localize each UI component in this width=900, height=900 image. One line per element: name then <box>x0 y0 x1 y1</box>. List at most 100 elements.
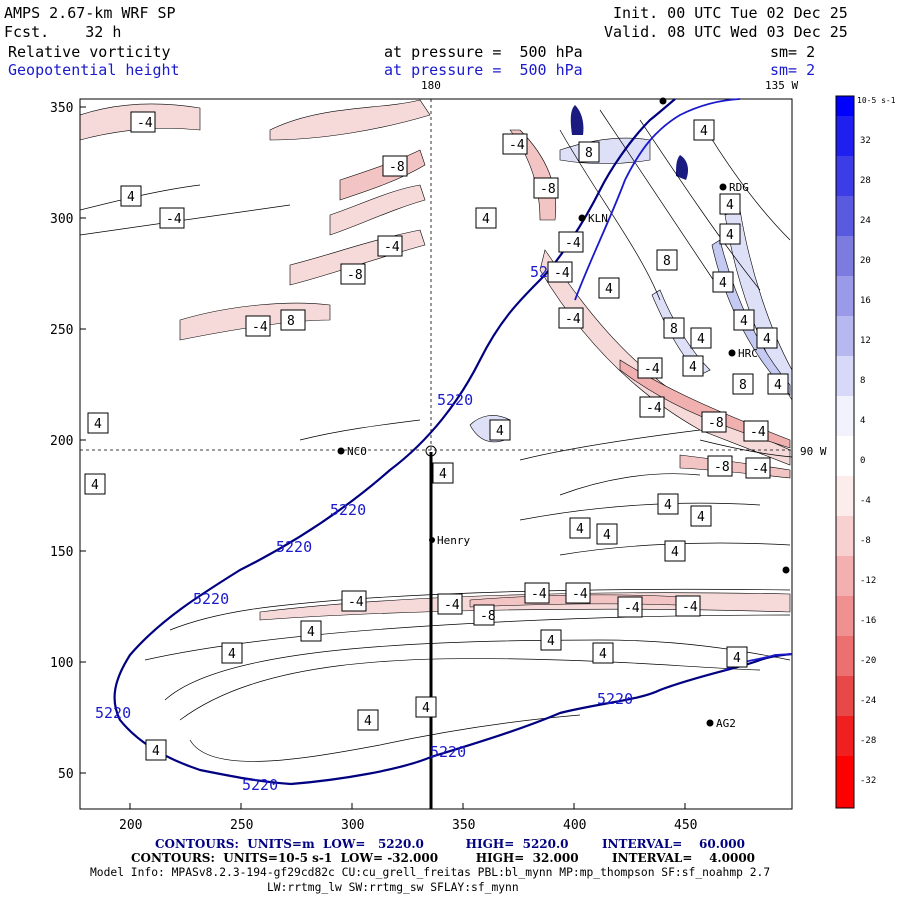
vorticity-labels: -4 4 -4 4 -8 -4 -8 4 -4 8 -4 -8 4 -4 4 4… <box>84 111 789 761</box>
svg-text:-4: -4 <box>509 138 525 153</box>
x-tick-label: 350 <box>452 818 475 833</box>
svg-text:-8: -8 <box>540 182 556 197</box>
svg-text:8: 8 <box>287 314 295 329</box>
svg-text:8: 8 <box>739 378 747 393</box>
svg-text:4: 4 <box>439 467 447 482</box>
vort-label-49: 4 <box>357 709 379 731</box>
svg-text:4: 4 <box>726 228 734 243</box>
height-label: 5220 <box>437 391 473 409</box>
coastline <box>574 98 741 301</box>
colorbar-label: -28 <box>860 736 876 746</box>
meridian-135w-label: 135 W <box>765 79 799 92</box>
svg-text:AG2: AG2 <box>716 717 736 730</box>
svg-text:-4: -4 <box>252 320 268 335</box>
cross-section-start-marker <box>425 445 437 457</box>
meridian-90w-label: 90 W <box>800 445 827 458</box>
svg-text:4: 4 <box>605 282 613 297</box>
vort-label-23: -4 <box>637 357 663 379</box>
svg-text:-4: -4 <box>750 425 766 440</box>
vort-label-56: 8 <box>732 373 754 395</box>
y-tick-label: 200 <box>50 434 73 449</box>
vort-label-1: 4 <box>120 185 142 207</box>
svg-text:8: 8 <box>585 146 593 161</box>
model-info-radiation: LW:rrtmg_lw SW:rrtmg_sw SFLAY:sf_mynn <box>267 881 519 894</box>
vort-label-13: -4 <box>558 231 584 253</box>
vort-label-2: -4 <box>159 207 185 229</box>
svg-text:4: 4 <box>91 478 99 493</box>
vorticity-contour-info: CONTOURS: UNITS=10-5 s-1 LOW= -32.000 HI… <box>131 851 756 865</box>
colorbar: 10-5 s-1 32 28 24 20 16 12 8 4 0 -4 -8 -… <box>835 95 896 809</box>
y-tick-label: 300 <box>50 212 73 227</box>
vort-label-36: 4 <box>664 540 686 562</box>
svg-text:4: 4 <box>482 212 490 227</box>
vort-label-39: -4 <box>524 582 550 604</box>
vort-label-8: -4 <box>245 315 271 337</box>
vort-label-26: -8 <box>701 411 727 433</box>
y-axis: 350 300 250 200 150 100 50 <box>50 101 86 782</box>
svg-text:4: 4 <box>576 522 584 537</box>
svg-text:4: 4 <box>422 701 430 716</box>
svg-text:-4: -4 <box>384 240 400 255</box>
x-tick-label: 400 <box>563 818 586 833</box>
vort-label-3: 4 <box>87 412 109 434</box>
svg-text:-8: -8 <box>347 268 363 283</box>
vort-label-40: -4 <box>565 582 591 604</box>
colorbar-label: 28 <box>860 176 871 186</box>
vort-label-38: -4 <box>437 593 463 615</box>
svg-text:4: 4 <box>763 332 771 347</box>
height-label: 5220 <box>330 501 366 519</box>
svg-text:4: 4 <box>774 378 782 393</box>
svg-text:-4: -4 <box>682 600 698 615</box>
svg-text:4: 4 <box>152 744 160 759</box>
field1-smoothing: sm= 2 <box>770 43 816 61</box>
colorbar-label: 4 <box>860 416 865 426</box>
svg-text:4: 4 <box>671 545 679 560</box>
svg-text:4: 4 <box>664 498 672 513</box>
svg-text:8: 8 <box>663 254 671 269</box>
svg-text:4: 4 <box>726 198 734 213</box>
svg-text:4: 4 <box>364 714 372 729</box>
vort-label-17: 4 <box>719 193 741 215</box>
forecast-hour: Fcst. 32 h <box>4 23 122 41</box>
svg-text:-4: -4 <box>137 116 153 131</box>
svg-text:-4: -4 <box>572 587 588 602</box>
svg-text:4: 4 <box>603 528 611 543</box>
vort-label-51: 4 <box>145 739 167 761</box>
height-contour-5220-main <box>113 98 793 786</box>
model-title: AMPS 2.67-km WRF SP <box>4 4 176 22</box>
vorticity-shading <box>80 99 792 762</box>
model-info: Model Info: MPASv8.2.3-194-gf29cd82c CU:… <box>90 866 771 879</box>
svg-text:4: 4 <box>496 424 504 439</box>
svg-text:NCO: NCO <box>347 445 367 458</box>
svg-text:-8: -8 <box>389 160 405 175</box>
vort-label-48: 4 <box>726 646 748 668</box>
x-tick-label: 300 <box>341 818 364 833</box>
colorbar-label: -4 <box>860 496 871 506</box>
meridian-180-label: 180 <box>421 79 441 92</box>
height-label: 5220 <box>193 590 229 608</box>
vort-label-44: 4 <box>300 620 322 642</box>
colorbar-label: -20 <box>860 656 876 666</box>
vort-label-0: -4 <box>130 111 156 133</box>
vort-label-57: 4 <box>719 223 741 245</box>
vort-label-10: -4 <box>502 133 528 155</box>
vort-label-9: 8 <box>280 309 306 331</box>
vort-label-30: -4 <box>745 457 771 479</box>
svg-text:4: 4 <box>94 417 102 432</box>
svg-text:-8: -8 <box>480 609 496 624</box>
vort-label-21: 8 <box>663 317 685 339</box>
vort-label-5: -4 <box>377 235 403 257</box>
svg-text:-8: -8 <box>714 460 730 475</box>
y-tick-label: 250 <box>50 323 73 338</box>
station-nco: NCO <box>337 445 367 458</box>
vort-label-37: -4 <box>341 590 367 612</box>
colorbar-label: -32 <box>860 776 876 786</box>
vort-label-6: -8 <box>340 263 366 285</box>
svg-text:RDG: RDG <box>729 181 749 194</box>
svg-text:Henry: Henry <box>437 534 470 547</box>
x-tick-label: 200 <box>119 818 142 833</box>
svg-text:4: 4 <box>697 332 705 347</box>
svg-text:-4: -4 <box>646 401 662 416</box>
vort-label-19: 8 <box>578 141 600 163</box>
station-ag2: AG2 <box>706 717 736 730</box>
